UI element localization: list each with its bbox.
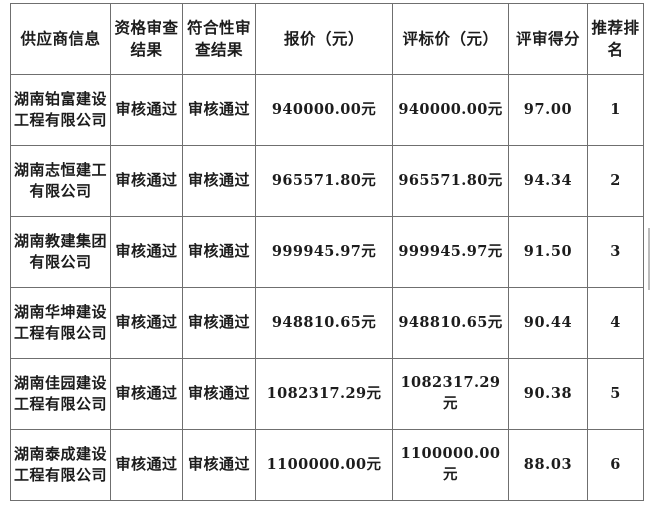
table-header: 供应商信息 资格审查结果 符合性审查结果 报价（元） 评标价（元） 评审得分 推… xyxy=(10,3,644,75)
cell-conformity-result: 审核通过 xyxy=(182,145,256,217)
cell-qualification-result: 审核通过 xyxy=(110,358,183,430)
cell-quoted-price: 965571.80元 xyxy=(255,145,393,217)
cell-conformity-result: 审核通过 xyxy=(182,216,256,288)
cell-supplier-name: 湖南华坤建设工程有限公司 xyxy=(10,287,111,359)
table-body: 湖南铂富建设工程有限公司 审核通过 审核通过 940000.00元 940000… xyxy=(10,74,644,501)
cell-recommended-rank: 5 xyxy=(587,358,644,430)
table-row: 湖南佳园建设工程有限公司 审核通过 审核通过 1082317.29元 10823… xyxy=(10,358,644,430)
cell-qualification-result: 审核通过 xyxy=(110,216,183,288)
column-header-quoted-price: 报价（元） xyxy=(255,3,393,75)
cell-quoted-price: 940000.00元 xyxy=(255,74,393,146)
cell-review-score: 91.50 xyxy=(508,216,588,288)
column-header-conformity-review: 符合性审查结果 xyxy=(182,3,256,75)
cell-supplier-name: 湖南泰成建设工程有限公司 xyxy=(10,429,111,501)
table-row: 湖南教建集团有限公司 审核通过 审核通过 999945.97元 999945.9… xyxy=(10,216,644,288)
bid-evaluation-results-table: 供应商信息 资格审查结果 符合性审查结果 报价（元） 评标价（元） 评审得分 推… xyxy=(10,3,644,501)
cell-evaluated-price: 1082317.29元 xyxy=(392,358,509,430)
column-header-qualification-review: 资格审查结果 xyxy=(110,3,183,75)
cell-evaluated-price: 940000.00元 xyxy=(392,74,509,146)
cell-review-score: 90.38 xyxy=(508,358,588,430)
table-header-row: 供应商信息 资格审查结果 符合性审查结果 报价（元） 评标价（元） 评审得分 推… xyxy=(10,3,644,75)
cell-supplier-name: 湖南铂富建设工程有限公司 xyxy=(10,74,111,146)
cell-recommended-rank: 6 xyxy=(587,429,644,501)
cell-quoted-price: 1082317.29元 xyxy=(255,358,393,430)
column-header-supplier: 供应商信息 xyxy=(10,3,111,75)
cell-recommended-rank: 2 xyxy=(587,145,644,217)
cell-review-score: 88.03 xyxy=(508,429,588,501)
cell-review-score: 90.44 xyxy=(508,287,588,359)
table-row: 湖南泰成建设工程有限公司 审核通过 审核通过 1100000.00元 11000… xyxy=(10,429,644,501)
cell-conformity-result: 审核通过 xyxy=(182,358,256,430)
column-header-recommended-rank: 推荐排名 xyxy=(587,3,644,75)
cell-evaluated-price: 1100000.00元 xyxy=(392,429,509,501)
cell-recommended-rank: 1 xyxy=(587,74,644,146)
cell-recommended-rank: 3 xyxy=(587,216,644,288)
cell-supplier-name: 湖南佳园建设工程有限公司 xyxy=(10,358,111,430)
cell-qualification-result: 审核通过 xyxy=(110,74,183,146)
cell-conformity-result: 审核通过 xyxy=(182,74,256,146)
table-row: 湖南志恒建工有限公司 审核通过 审核通过 965571.80元 965571.8… xyxy=(10,145,644,217)
column-header-evaluated-price: 评标价（元） xyxy=(392,3,509,75)
cell-quoted-price: 948810.65元 xyxy=(255,287,393,359)
cell-conformity-result: 审核通过 xyxy=(182,429,256,501)
cell-recommended-rank: 4 xyxy=(587,287,644,359)
page-edge-artifact xyxy=(648,228,650,290)
table-row: 湖南华坤建设工程有限公司 审核通过 审核通过 948810.65元 948810… xyxy=(10,287,644,359)
cell-evaluated-price: 965571.80元 xyxy=(392,145,509,217)
cell-quoted-price: 999945.97元 xyxy=(255,216,393,288)
cell-quoted-price: 1100000.00元 xyxy=(255,429,393,501)
cell-supplier-name: 湖南志恒建工有限公司 xyxy=(10,145,111,217)
cell-review-score: 94.34 xyxy=(508,145,588,217)
cell-review-score: 97.00 xyxy=(508,74,588,146)
table-row: 湖南铂富建设工程有限公司 审核通过 审核通过 940000.00元 940000… xyxy=(10,74,644,146)
cell-evaluated-price: 999945.97元 xyxy=(392,216,509,288)
cell-evaluated-price: 948810.65元 xyxy=(392,287,509,359)
cell-qualification-result: 审核通过 xyxy=(110,145,183,217)
cell-conformity-result: 审核通过 xyxy=(182,287,256,359)
cell-qualification-result: 审核通过 xyxy=(110,429,183,501)
cell-supplier-name: 湖南教建集团有限公司 xyxy=(10,216,111,288)
column-header-review-score: 评审得分 xyxy=(508,3,588,75)
cell-qualification-result: 审核通过 xyxy=(110,287,183,359)
